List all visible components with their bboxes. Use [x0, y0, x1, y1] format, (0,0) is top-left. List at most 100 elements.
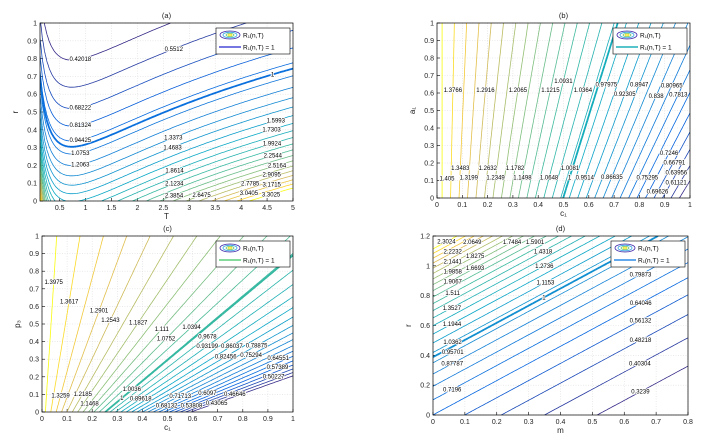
contour-line [77, 236, 198, 412]
contour-label: 0.63956 [666, 171, 688, 177]
y-tick-label: 0.2 [27, 163, 37, 170]
x-tick-label: 2.5 [159, 205, 169, 212]
contour-line [115, 284, 293, 412]
y-tick-label: 0.2 [424, 161, 434, 168]
contour-ellipse-icon [219, 243, 241, 253]
contour-label: 1 [271, 73, 275, 79]
legend: R₁(n,T) R₁(n,T) = 1 [215, 240, 291, 268]
x-tick-label: 2 [136, 205, 140, 212]
contour-line [174, 364, 293, 412]
x-tick-label: 1.5 [107, 205, 117, 212]
contour-label: 2.5164 [268, 163, 287, 169]
contour-line [71, 236, 174, 412]
contour-line [40, 175, 293, 201]
y-tick-label: 0 [426, 413, 430, 420]
contour-line [433, 236, 632, 344]
contour-label: 1.0648 [540, 176, 559, 182]
x-tick-label: 0.7 [213, 416, 223, 423]
contour-line [475, 23, 492, 198]
contour-label: 1.0931 [554, 79, 573, 85]
contour-line [433, 236, 616, 335]
y-tick-label: 0.2 [29, 374, 39, 381]
contour-label: 1.9924 [263, 142, 282, 148]
contour-label: 0.71713 [169, 394, 191, 400]
x-tick-label: 0.1 [62, 416, 72, 423]
contour-label: 0.838 [649, 94, 665, 100]
contour-label: 1.0081 [561, 166, 580, 172]
x-tick-label: 0.7 [609, 202, 619, 209]
y-tick-label: 0 [33, 199, 37, 206]
y-tick-label: 0.2 [420, 383, 430, 390]
y-tick-label: 1 [426, 263, 430, 270]
contour-panel-a: 0.5 1 1.5 2 2.5 3 3.5 4 4.5 5 0 0.1 0.2 0.3 0.4 0.5 0.6 0… [11, 11, 295, 221]
contour-line [40, 115, 293, 195]
contour-label: 3.3025 [262, 192, 281, 198]
contour-label: 1.0753 [71, 151, 90, 157]
y-tick-label: 0.6 [29, 304, 39, 311]
contour-label: 0.7813 [669, 92, 688, 98]
x-tick-label: 0.2 [87, 416, 97, 423]
contour-line [433, 236, 547, 298]
x-tick-label: 0.7 [651, 419, 661, 426]
contour-line [40, 123, 293, 201]
axes-box [436, 22, 691, 199]
contour-label: 3.0405 [240, 191, 259, 197]
y-tick-label: 0.5 [424, 108, 434, 115]
contour-label: 1.5901 [526, 240, 545, 246]
contour-line [526, 23, 566, 198]
contour-label: 1.3766 [444, 88, 463, 94]
contour-label: 1.7484 [503, 240, 522, 246]
contour-label: 2.6475 [192, 193, 211, 199]
x-tick-label: 0.9 [660, 202, 670, 209]
legend-entry-contours: R₁(n,T) [243, 33, 264, 40]
contour-label: 0.92305 [614, 92, 636, 98]
x-tick-label: 0.2 [483, 202, 493, 209]
contour-label: 1 [120, 396, 124, 402]
contour-line [433, 236, 458, 250]
legend-entry-contours: R₁(n,T) [640, 33, 661, 40]
panel-title: (c) [163, 224, 172, 233]
contour-label: 0.75294 [240, 353, 262, 359]
y-tick-label: 0.1 [424, 178, 434, 185]
contour-line [464, 294, 688, 415]
contour-line [501, 23, 529, 198]
y-tick-label: 0 [430, 196, 434, 203]
contour-label: 0.46646 [224, 392, 246, 398]
contour-line [50, 236, 81, 412]
contour-line [509, 23, 541, 198]
y-tick-label: 1 [35, 234, 39, 241]
contour-line [433, 236, 466, 254]
contour-label: 0.64551 [267, 356, 289, 362]
contour-label: 0.7246 [660, 151, 679, 157]
contour-label: 1.511 [445, 291, 460, 297]
contour-label: 0.9678 [198, 335, 217, 341]
contour-line [534, 23, 578, 198]
contour-line [628, 69, 690, 198]
contour-line [40, 106, 293, 186]
y-tick-label: 0.9 [424, 38, 434, 45]
contour-label: 2.3024 [437, 240, 456, 246]
y-tick-label: 0.8 [29, 269, 39, 276]
contour-label: 1.8275 [466, 254, 485, 260]
axes-box [432, 235, 689, 416]
y-tick-label: 0.5 [29, 322, 39, 329]
y-axis-label: a₁ [408, 107, 417, 114]
contour-line [619, 45, 690, 198]
contour-line [40, 160, 293, 201]
y-tick-label: 0.7 [27, 74, 37, 81]
contour-line [484, 23, 504, 198]
y-tick-label: 0 [35, 410, 39, 417]
contour-label: 2.1234 [165, 182, 184, 188]
contour-line [131, 316, 293, 412]
contour-line [458, 23, 467, 198]
contour-label: 1.3975 [45, 280, 64, 286]
y-tick-label: 0.4 [29, 339, 39, 346]
legend-entry-level-1: R₁(n,T) = 1 [640, 45, 672, 52]
contour-labels: 2.3024 2.2232 2.1441 2.0649 1.9858 1.9067 1.82… [436, 239, 653, 397]
legend-entry-contours: R₁(n,T) [638, 246, 659, 253]
x-tick-label: 0.4 [138, 416, 148, 423]
y-tick-label: 0.6 [27, 92, 37, 99]
contour-line [40, 62, 293, 142]
contour-label: 1.2736 [535, 264, 554, 270]
contour-label: 0.64046 [630, 301, 652, 307]
